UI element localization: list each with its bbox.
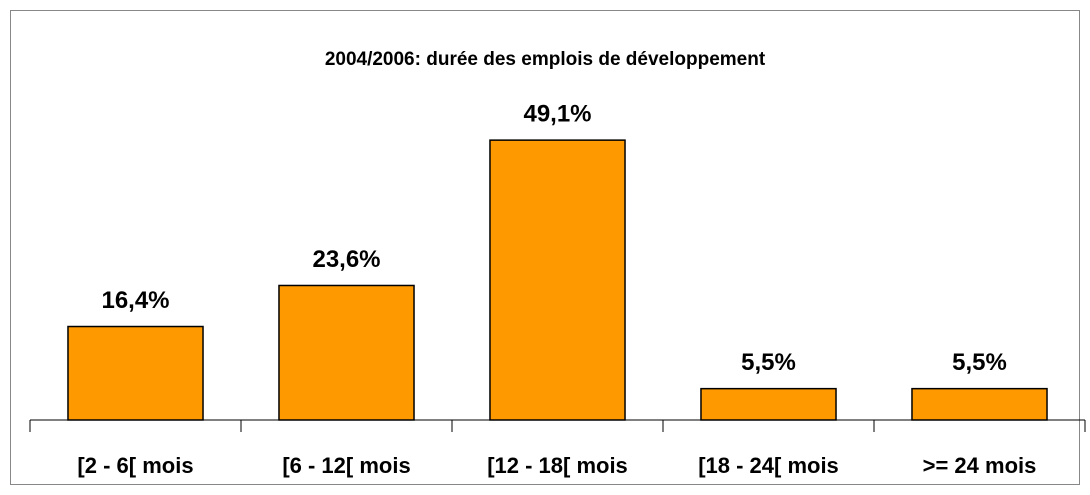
bar: [700, 387, 837, 421]
bar: [911, 387, 1048, 421]
data-label: 5,5%: [741, 349, 796, 376]
x-tick-label: [18 - 24[ mois: [698, 453, 839, 478]
bar: [67, 325, 204, 421]
chart-title: 2004/2006: durée des emplois de développ…: [325, 49, 766, 70]
x-tick-label: [12 - 18[ mois: [487, 453, 628, 478]
data-label: 49,1%: [523, 100, 591, 127]
data-label: 5,5%: [952, 349, 1007, 376]
bar: [278, 284, 415, 421]
data-label: 23,6%: [312, 246, 380, 273]
x-tick-label: [2 - 6[ mois: [77, 453, 193, 478]
x-tick-label: [6 - 12[ mois: [282, 453, 410, 478]
bar: [489, 139, 626, 421]
data-label: 16,4%: [101, 287, 169, 314]
x-tick-label: >= 24 mois: [923, 453, 1037, 478]
